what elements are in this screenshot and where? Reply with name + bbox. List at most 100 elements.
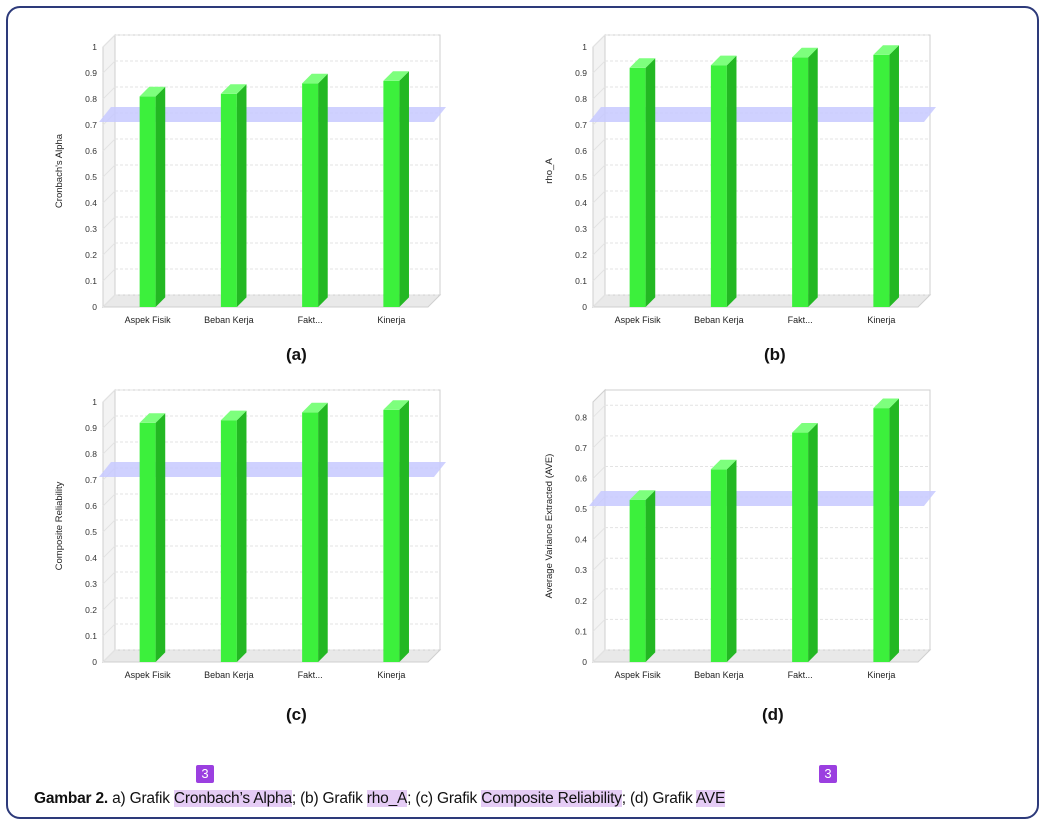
figure-caption: Gambar 2. a) Grafik Cronbach’s Alpha; (b…	[34, 790, 725, 808]
y-axis-title: Composite Reliability	[54, 481, 65, 570]
y-tick-label: 0.7	[85, 475, 97, 485]
gridline-side	[592, 86, 606, 100]
caption-text: ; (b) Grafik	[291, 790, 367, 807]
bar-top	[710, 459, 737, 470]
caption-text: a) Grafik	[108, 790, 174, 807]
y-tick-label: 0.5	[85, 527, 97, 537]
threshold-band	[589, 491, 936, 507]
bar-side	[236, 410, 247, 662]
x-category-label: Aspek Fisik	[615, 670, 662, 680]
y-tick-label: 0	[92, 657, 97, 667]
gridline-side	[102, 623, 116, 637]
bar-side	[808, 47, 818, 308]
bar-top	[873, 398, 899, 409]
x-category-label: Aspek Fisik	[615, 315, 662, 325]
y-axis-title: Average Variance Extracted (AVE)	[544, 454, 555, 599]
x-category-label: Beban Kerja	[694, 670, 744, 680]
bar-side	[726, 55, 737, 307]
bar-side	[236, 84, 247, 307]
caption-highlight: Composite Reliability	[481, 790, 622, 807]
gridline-side	[102, 268, 116, 282]
y-tick-label: 0.8	[575, 412, 587, 422]
gridline-side	[102, 242, 116, 256]
gridline-side	[102, 164, 116, 178]
bar	[873, 408, 890, 662]
y-tick-label: 0.3	[85, 579, 97, 589]
bar	[302, 83, 319, 308]
y-tick-label: 1	[92, 397, 97, 407]
y-tick-label: 0.1	[575, 276, 587, 286]
bar-top	[629, 58, 656, 68]
y-tick-label: 0.8	[85, 94, 97, 104]
y-tick-label: 0.9	[85, 68, 97, 78]
bar-side	[726, 459, 737, 662]
bar	[139, 96, 156, 308]
bar	[383, 409, 400, 662]
caption-highlight: Cronbach’s Alpha	[173, 790, 292, 807]
bar	[710, 469, 727, 662]
y-tick-label: 0.9	[85, 423, 97, 433]
gridline-side	[102, 571, 116, 585]
y-tick-label: 0.4	[575, 535, 587, 545]
gridline-side	[102, 294, 116, 308]
x-category-label: Fakt...	[298, 670, 323, 680]
threshold-band	[99, 462, 446, 477]
y-tick-label: 0.2	[575, 596, 587, 606]
caption-text: ; (d) Grafik	[621, 790, 696, 807]
y-tick-label: 0.1	[85, 276, 97, 286]
bar	[139, 422, 156, 662]
bar-side	[889, 398, 899, 662]
bar-top	[873, 45, 899, 55]
bar	[710, 65, 727, 307]
bar-top	[792, 47, 818, 58]
gridline-side	[592, 138, 606, 152]
bar-top	[302, 402, 328, 413]
panel-label-b: (b)	[764, 345, 786, 364]
y-tick-label: 0.2	[575, 250, 587, 260]
gridline-side	[592, 466, 606, 479]
chart-ave: 0 0.1 0.2 0.3 0.4 0.5 0.6 0.7 0.8 Average Varianc…	[544, 388, 936, 680]
bar	[629, 67, 646, 307]
gridline-side	[102, 60, 116, 74]
y-tick-label: 0	[582, 302, 587, 312]
bar-top	[629, 490, 656, 500]
bar-top	[383, 71, 409, 81]
gridline-side	[592, 527, 606, 541]
y-tick-label: 0.8	[85, 449, 97, 459]
bar-side	[399, 400, 409, 662]
y-tick-label: 0.7	[85, 120, 97, 130]
bar	[792, 432, 809, 662]
y-tick-label: 0.2	[85, 605, 97, 615]
gridline-side	[102, 493, 116, 507]
gridline-side	[102, 519, 116, 533]
bar-side	[889, 45, 899, 307]
threshold-band	[99, 107, 446, 122]
x-category-label: Kinerja	[867, 670, 895, 680]
gridline-side	[592, 588, 606, 602]
y-tick-label: 0.5	[575, 504, 587, 514]
gridline-side	[102, 597, 116, 611]
y-tick-label: 0.7	[575, 120, 587, 130]
y-tick-label: 0.1	[85, 631, 97, 641]
bar-top	[710, 55, 737, 66]
y-tick-label: 0.6	[85, 501, 97, 511]
gridline-side	[592, 60, 606, 74]
panel-label-a: (a)	[286, 345, 307, 364]
x-category-label: Beban Kerja	[204, 670, 254, 680]
bar-side	[808, 422, 818, 662]
bar-top	[220, 410, 247, 421]
bar-top	[139, 413, 166, 423]
y-tick-label: 0.4	[85, 198, 97, 208]
y-tick-label: 0.4	[575, 198, 587, 208]
gridline-side	[102, 86, 116, 100]
caption-text: ; (c) Grafik	[407, 790, 482, 807]
bar	[220, 420, 237, 662]
bar-side	[318, 402, 328, 662]
gridline-side	[592, 557, 606, 571]
y-tick-label: 0.7	[575, 443, 587, 453]
gridline-side	[102, 415, 116, 429]
threshold-band	[589, 107, 936, 122]
gridline-side	[592, 34, 606, 48]
y-tick-label: 0.5	[85, 172, 97, 182]
bar-top	[302, 73, 328, 84]
